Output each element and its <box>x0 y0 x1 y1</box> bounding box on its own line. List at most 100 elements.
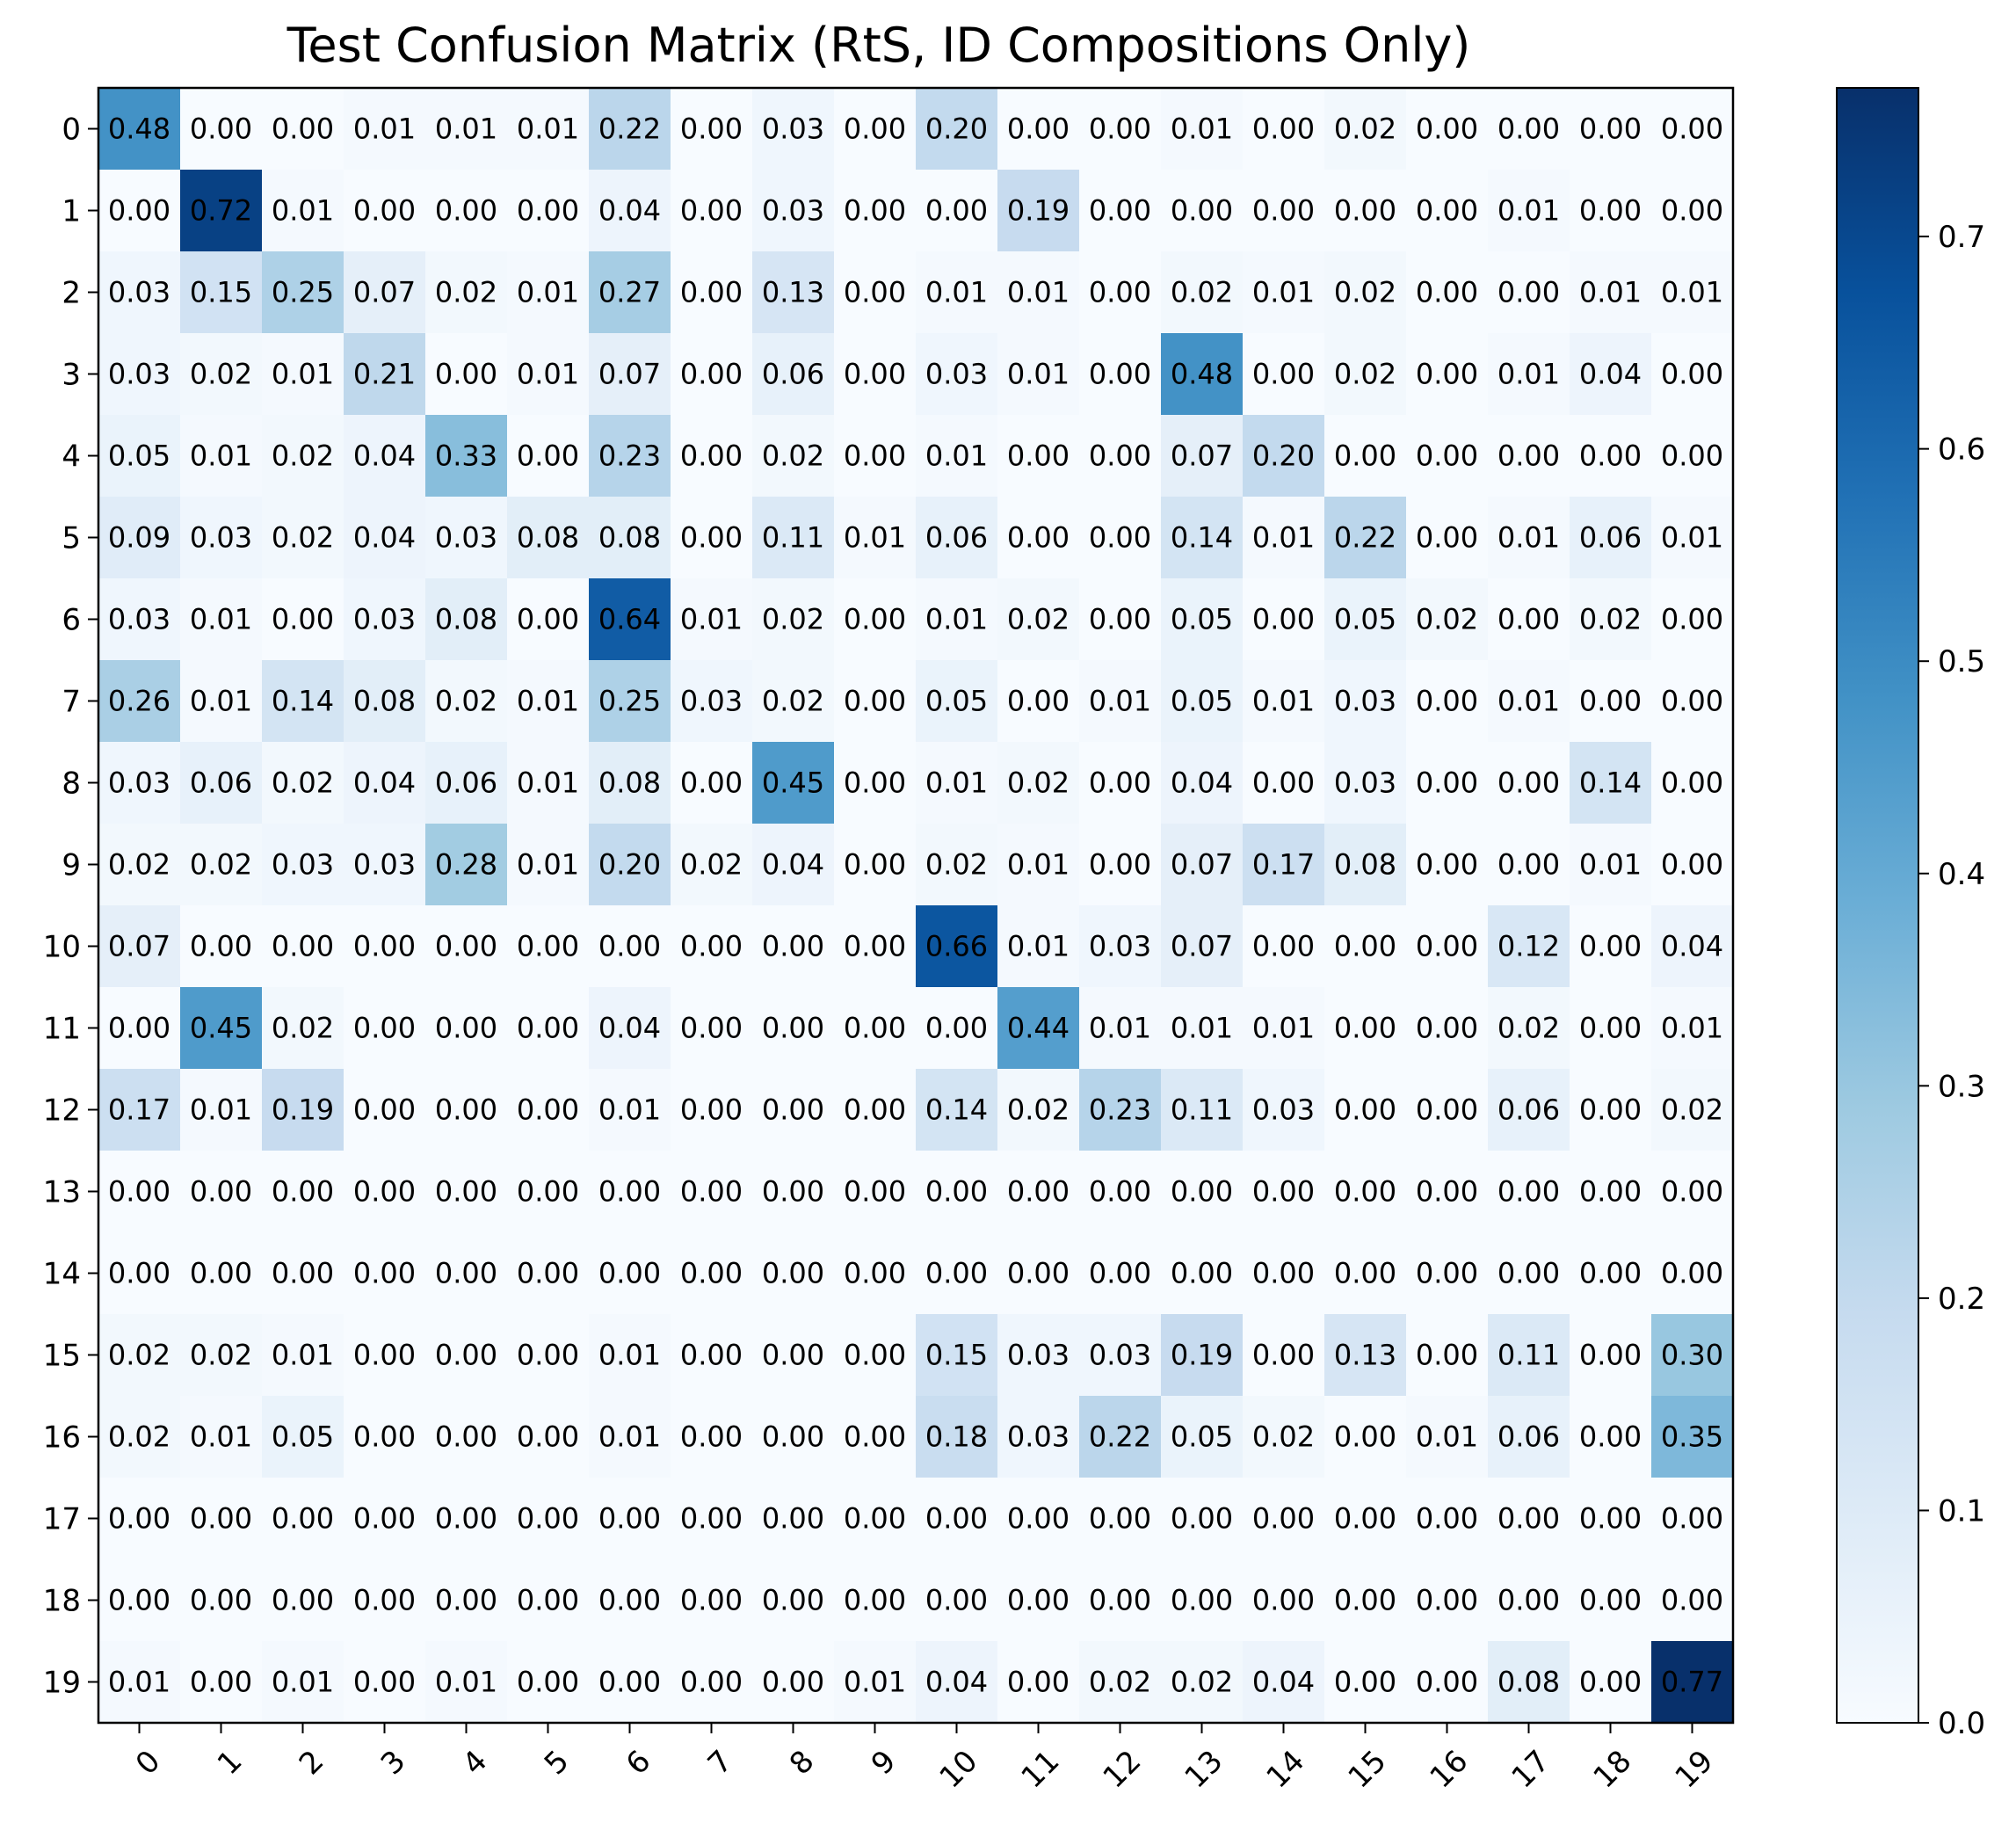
heatmap-cell-r19-c10 <box>916 1641 998 1724</box>
heatmap-cell-r0-c4 <box>425 88 508 171</box>
cell-value-label-r5-c10: 0.06 <box>925 521 988 555</box>
cell-value-label-r3-c13: 0.48 <box>1171 358 1233 391</box>
heatmap-cell-r19-c17 <box>1488 1641 1570 1724</box>
cell-value-label-r10-c6: 0.00 <box>598 930 661 963</box>
x-tick-label-17: 17 <box>1505 1744 1557 1796</box>
cell-value-label-r19-c11: 0.00 <box>1007 1666 1070 1699</box>
cell-value-label-r6-c7: 0.01 <box>680 603 743 636</box>
y-tick-label-12: 12 <box>43 1093 81 1129</box>
cell-value-label-r15-c12: 0.03 <box>1089 1339 1151 1372</box>
cell-value-label-r17-c0: 0.00 <box>108 1502 170 1536</box>
cell-value-label-r15-c8: 0.00 <box>762 1339 824 1372</box>
heatmap-cell-r18-c17 <box>1488 1559 1570 1642</box>
cell-value-label-r16-c8: 0.00 <box>762 1420 824 1454</box>
cell-value-label-r10-c12: 0.03 <box>1089 930 1151 963</box>
cell-value-label-r4-c10: 0.01 <box>925 439 988 473</box>
heatmap-cell-r10-c19 <box>1651 905 1734 988</box>
y-tick-label-3: 3 <box>62 358 81 393</box>
heatmap-cell-r8-c17 <box>1488 742 1570 824</box>
heatmap-cell-r9-c18 <box>1570 824 1652 906</box>
cell-value-label-r17-c8: 0.00 <box>762 1502 824 1536</box>
x-tick-label-15: 15 <box>1342 1744 1394 1796</box>
heatmap-cell-r5-c11 <box>997 497 1080 579</box>
cell-value-label-r3-c14: 0.00 <box>1252 358 1315 391</box>
heatmap-cell-r7-c18 <box>1570 660 1652 743</box>
y-tick-label-18: 18 <box>43 1584 81 1619</box>
heatmap-cell-r1-c7 <box>671 170 753 252</box>
heatmap-cell-r14-c18 <box>1570 1232 1652 1315</box>
heatmap-cell-r17-c8 <box>752 1478 835 1560</box>
heatmap-cell-r2-c5 <box>507 251 590 334</box>
cell-value-label-r1-c17: 0.01 <box>1497 194 1560 228</box>
cell-value-label-r11-c13: 0.01 <box>1171 1012 1233 1045</box>
cell-value-label-r4-c5: 0.00 <box>517 439 579 473</box>
cell-value-label-r0-c2: 0.00 <box>272 113 334 146</box>
cell-value-label-r9-c13: 0.07 <box>1171 848 1233 882</box>
heatmap-cell-r3-c3 <box>344 333 426 416</box>
cell-value-label-r8-c12: 0.00 <box>1089 766 1151 800</box>
heatmap-cell-r19-c1 <box>180 1641 263 1724</box>
cell-value-label-r18-c7: 0.00 <box>680 1584 743 1617</box>
cell-value-label-r4-c17: 0.00 <box>1497 439 1560 473</box>
cell-value-label-r13-c9: 0.00 <box>844 1175 906 1209</box>
cell-value-label-r9-c15: 0.08 <box>1334 848 1396 882</box>
heatmap-cell-r13-c14 <box>1243 1151 1325 1233</box>
cell-value-label-r0-c18: 0.00 <box>1579 113 1642 146</box>
cell-value-label-r2-c12: 0.00 <box>1089 276 1151 309</box>
heatmap-cell-r19-c7 <box>671 1641 753 1724</box>
cell-value-label-r11-c15: 0.00 <box>1334 1012 1396 1045</box>
cell-value-label-r6-c4: 0.08 <box>435 603 497 636</box>
y-tick-label-16: 16 <box>43 1420 81 1456</box>
cell-value-label-r12-c3: 0.00 <box>353 1093 416 1127</box>
heatmap-cell-r9-c16 <box>1406 824 1489 906</box>
cell-value-label-r13-c8: 0.00 <box>762 1175 824 1209</box>
heatmap-cell-r16-c0 <box>98 1396 181 1478</box>
cell-value-label-r13-c15: 0.00 <box>1334 1175 1396 1209</box>
heatmap-cell-r1-c6 <box>589 170 671 252</box>
cell-value-label-r11-c17: 0.02 <box>1497 1012 1560 1045</box>
heatmap-cell-r8-c12 <box>1079 742 1162 824</box>
x-tick-label-12: 12 <box>1097 1744 1149 1796</box>
heatmap-cell-r9-c1 <box>180 824 263 906</box>
heatmap-cell-r5-c5 <box>507 497 590 579</box>
cell-value-label-r10-c14: 0.00 <box>1252 930 1315 963</box>
cell-value-label-r8-c11: 0.02 <box>1007 766 1070 800</box>
heatmap-cell-r19-c11 <box>997 1641 1080 1724</box>
heatmap-cell-r19-c18 <box>1570 1641 1652 1724</box>
y-tick-label-9: 9 <box>62 848 81 883</box>
cell-value-label-r16-c19: 0.35 <box>1661 1420 1723 1454</box>
heatmap-cell-r12-c0 <box>98 1069 181 1151</box>
heatmap-cell-r0-c8 <box>752 88 835 171</box>
heatmap-cell-r17-c3 <box>344 1478 426 1560</box>
cell-value-label-r16-c3: 0.00 <box>353 1420 416 1454</box>
cell-value-label-r13-c10: 0.00 <box>925 1175 988 1209</box>
heatmap-cell-r3-c13 <box>1161 333 1244 416</box>
cell-value-label-r18-c2: 0.00 <box>272 1584 334 1617</box>
heatmap-cell-r15-c12 <box>1079 1314 1162 1397</box>
cell-value-label-r4-c9: 0.00 <box>844 439 906 473</box>
heatmap-cell-r8-c16 <box>1406 742 1489 824</box>
cell-value-label-r13-c1: 0.00 <box>190 1175 252 1209</box>
cell-value-label-r16-c17: 0.06 <box>1497 1420 1560 1454</box>
cell-value-label-r8-c17: 0.00 <box>1497 766 1560 800</box>
heatmap-cell-r6-c14 <box>1243 578 1325 661</box>
cell-value-label-r2-c3: 0.07 <box>353 276 416 309</box>
heatmap-cell-r17-c2 <box>262 1478 344 1560</box>
heatmap-cell-r2-c14 <box>1243 251 1325 334</box>
cell-value-label-r11-c18: 0.00 <box>1579 1012 1642 1045</box>
cell-value-label-r6-c10: 0.01 <box>925 603 988 636</box>
heatmap-cell-r7-c19 <box>1651 660 1734 743</box>
cell-value-label-r1-c18: 0.00 <box>1579 194 1642 228</box>
heatmap-cell-r10-c1 <box>180 905 263 988</box>
heatmap-cell-r4-c14 <box>1243 415 1325 498</box>
heatmap-cell-r13-c11 <box>997 1151 1080 1233</box>
cell-value-label-r5-c8: 0.11 <box>762 521 824 555</box>
heatmap-cell-r1-c12 <box>1079 170 1162 252</box>
cell-value-label-r0-c10: 0.20 <box>925 113 988 146</box>
heatmap-cell-r17-c0 <box>98 1478 181 1560</box>
cell-value-label-r11-c9: 0.00 <box>844 1012 906 1045</box>
heatmap-cell-r15-c11 <box>997 1314 1080 1397</box>
heatmap-cell-r2-c10 <box>916 251 998 334</box>
heatmap-cell-r1-c8 <box>752 170 835 252</box>
heatmap-cell-r12-c14 <box>1243 1069 1325 1151</box>
